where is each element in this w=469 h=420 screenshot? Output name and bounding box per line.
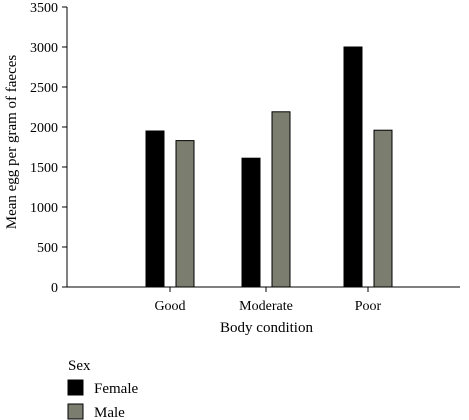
legend-swatch-female [67, 379, 84, 396]
bar-male-good [175, 140, 195, 288]
x-axis-ticks: Good Moderate Poor [154, 287, 382, 314]
legend-swatch-male [67, 403, 84, 420]
x-tick-label: Poor [355, 299, 382, 314]
y-tick-label: 2500 [30, 81, 58, 96]
legend: Sex Female Male [67, 358, 138, 420]
y-tick-label: 1000 [30, 201, 58, 216]
bar-female-moderate [241, 157, 261, 288]
y-tick-label: 500 [37, 241, 58, 256]
y-tick-label: 1500 [30, 161, 58, 176]
bar-female-good [145, 130, 165, 288]
x-tick-label: Moderate [239, 299, 293, 314]
y-tick-label: 3500 [30, 1, 58, 16]
bar-male-poor [373, 129, 393, 288]
bar-male-moderate [271, 111, 291, 288]
y-tick-label: 0 [51, 281, 58, 296]
bars [145, 46, 393, 288]
legend-label-female: Female [94, 381, 138, 397]
y-axis-ticks: 0 500 1000 1500 2000 2500 3000 3500 [30, 1, 67, 296]
legend-title: Sex [68, 358, 91, 374]
y-tick-label: 3000 [30, 41, 58, 56]
y-tick-label: 2000 [30, 121, 58, 136]
x-tick-label: Good [154, 299, 185, 314]
y-axis-title: Mean egg per gram of faeces [4, 55, 20, 230]
x-axis-title: Body condition [220, 320, 313, 336]
bar-female-poor [343, 46, 363, 288]
legend-label-male: Male [94, 405, 125, 420]
